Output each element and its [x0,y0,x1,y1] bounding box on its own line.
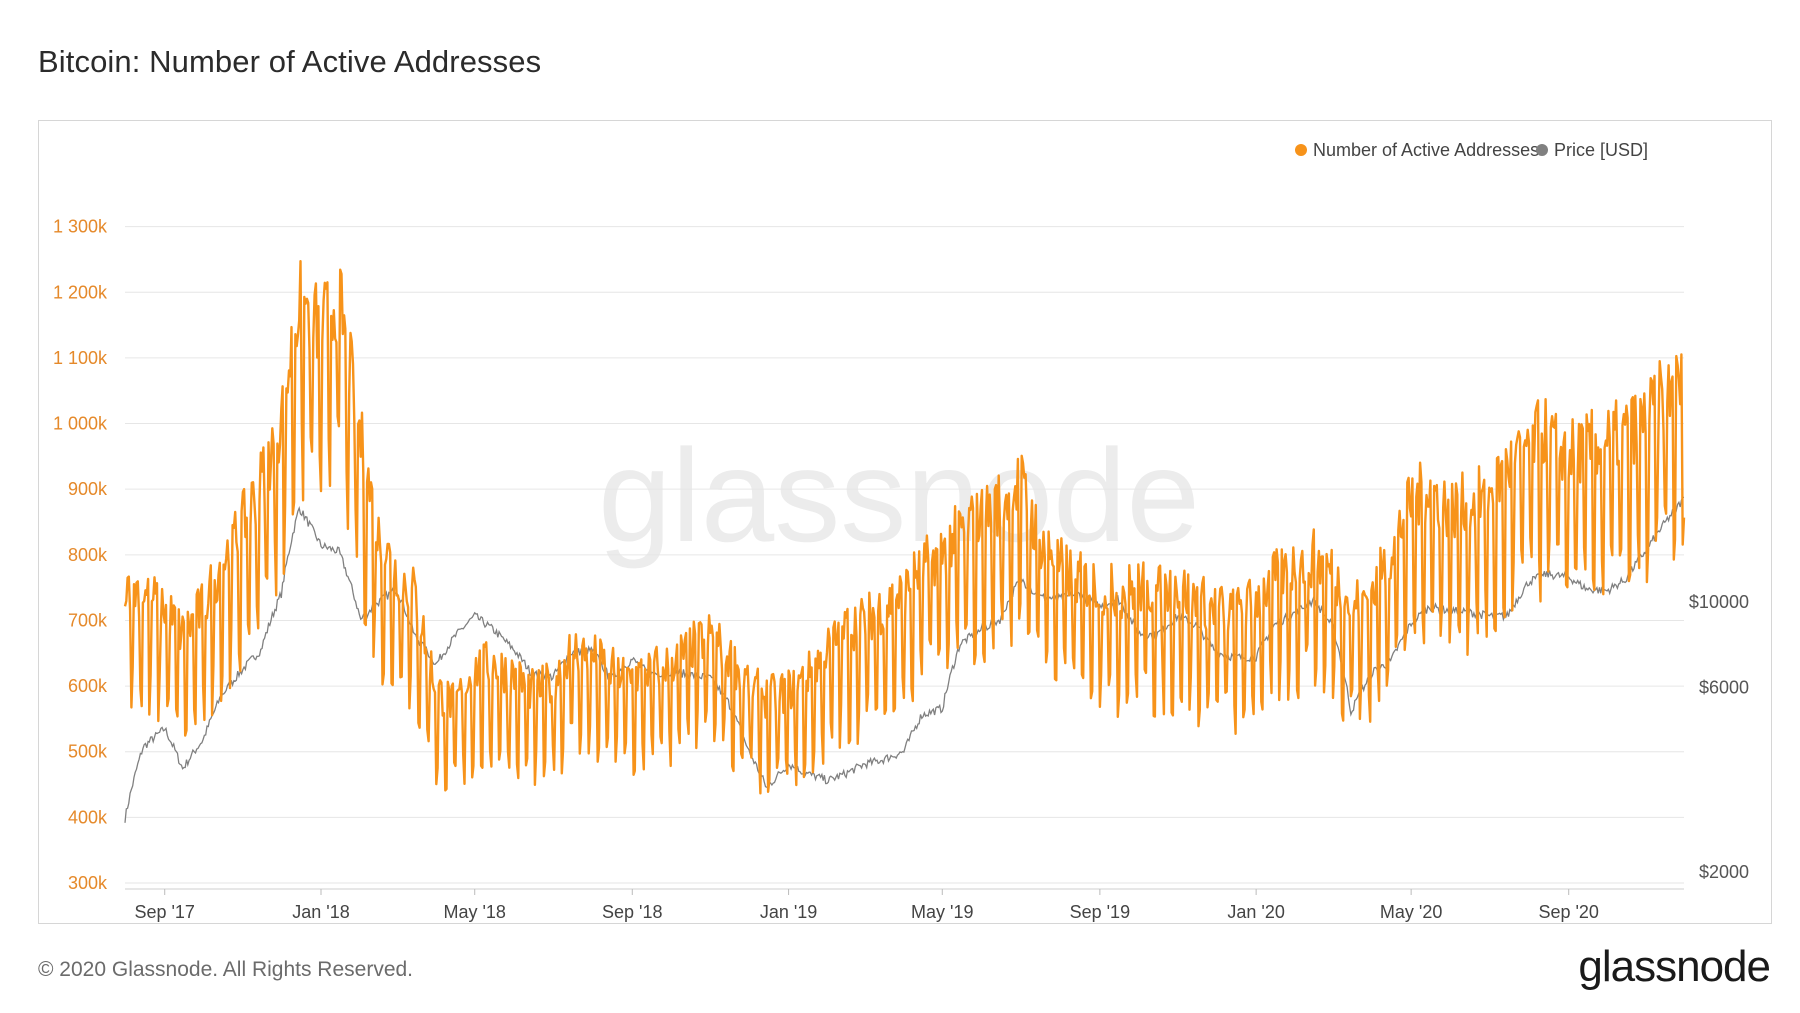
y-left-tick-label: 1 000k [53,414,108,434]
y-right-tick-label: $2000 [1699,862,1749,882]
x-tick-label: Jan '19 [760,902,817,922]
y-left-tick-label: 500k [68,742,108,762]
legend-marker [1295,144,1307,156]
y-left-tick-label: 900k [68,479,108,499]
legend: Number of Active Addresses Price [USD] [1295,140,1648,160]
y-left-tick-label: 600k [68,676,108,696]
y-right-tick-label: $10000 [1689,592,1749,612]
x-tick-label: May '18 [443,902,505,922]
addresses-series [123,260,1686,795]
legend-label: Price [USD] [1554,140,1648,160]
x-tick-label: May '20 [1380,902,1442,922]
x-tick-label: Sep '18 [602,902,663,922]
chart-svg: glassnode 300k 400k 500k 600k 700k 800k 900k 1 … [53,140,1749,922]
watermark: glassnode [598,422,1200,569]
legend-label: Number of Active Addresses [1313,140,1539,160]
y-axis-left: 300k 400k 500k 600k 700k 800k 900k 1 000k 1 100k… [53,217,108,893]
y-left-tick-label: 1 300k [53,217,108,237]
y-left-tick-label: 300k [68,873,108,893]
y-axis-right: $2000 $6000 $10000 [1689,592,1749,882]
x-tick-label: Sep '17 [134,902,195,922]
x-tick-label: Jan '18 [292,902,349,922]
x-tick-label: Sep '19 [1070,902,1131,922]
addresses-line [123,260,1686,795]
y-left-tick-label: 400k [68,807,108,827]
copyright: © 2020 Glassnode. All Rights Reserved. [38,958,414,981]
x-tick-label: May '19 [911,902,973,922]
y-right-tick-label: $6000 [1699,678,1749,698]
chart-panel: glassnode 300k 400k 500k 600k 700k 800k 900k 1 … [38,120,1772,924]
y-left-tick-label: 1 200k [53,282,108,302]
x-tick-label: Sep '20 [1538,902,1599,922]
x-tick-label: Jan '20 [1227,902,1284,922]
x-axis: Sep '17 Jan '18 May '18 Sep '18 Jan '19 May '… [134,889,1599,922]
legend-marker [1536,144,1548,156]
y-left-tick-label: 700k [68,610,108,630]
y-left-tick-label: 1 100k [53,348,108,368]
chart-title: Bitcoin: Number of Active Addresses [38,44,542,79]
brand-logo: glassnode [1578,942,1771,991]
y-left-tick-label: 800k [68,545,108,565]
